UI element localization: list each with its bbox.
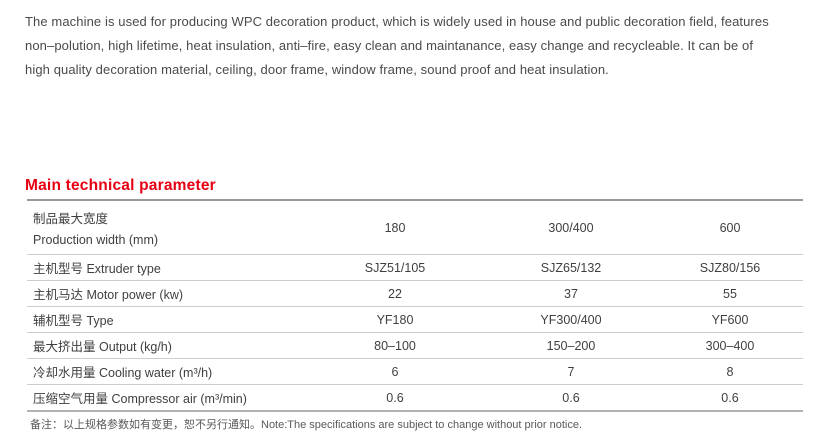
value-cell: SJZ65/132	[540, 260, 602, 275]
intro-line: high quality decoration material, ceilin…	[25, 62, 609, 77]
table-row: 主机型号 Extruder type SJZ51/105 SJZ65/132 S…	[27, 254, 803, 280]
row-label: 辅机型号 Type	[33, 314, 114, 328]
table-row: 主机马达 Motor power (kw) 22 37 55	[27, 280, 803, 306]
table-row: 压缩空气用量 Compressor air (m³/min) 0.6 0.6 0…	[27, 384, 803, 410]
row-label: 最大挤出量 Output (kg/h)	[33, 340, 172, 354]
value-cell: 6	[391, 364, 399, 379]
value-cell: 150–200	[546, 338, 596, 353]
value-cell: SJZ51/105	[364, 260, 426, 275]
value-cell: 7	[567, 364, 575, 379]
value-cell: YF180	[376, 312, 414, 327]
value-cell: 55	[723, 286, 737, 301]
row-label: 压缩空气用量 Compressor air (m³/min)	[33, 392, 247, 406]
intro-line: The machine is used for producing WPC de…	[25, 14, 769, 29]
row-label: 主机型号 Extruder type	[33, 262, 161, 276]
table-row: 制品最大宽度 Production width (mm) 180 300/400…	[27, 201, 803, 254]
intro-line: non–polution, high lifetime, heat insula…	[25, 38, 754, 53]
value-cell: YF600	[711, 312, 749, 327]
value-cell: 0.6	[562, 390, 580, 405]
value-cell: 0.6	[386, 390, 404, 405]
row-label: 冷却水用量 Cooling water (m³/h)	[33, 366, 213, 380]
intro-paragraph: The machine is used for producing WPC de…	[25, 10, 769, 82]
row-label: 制品最大宽度 Production width (mm)	[27, 201, 305, 254]
value-cell: 8	[726, 364, 734, 379]
row-label-cn: 制品最大宽度	[33, 212, 109, 226]
value-cell: 300–400	[705, 338, 755, 353]
value-cell: 22	[388, 286, 402, 301]
table-row: 最大挤出量 Output (kg/h) 80–100 150–200 300–4…	[27, 332, 803, 358]
table-row: 辅机型号 Type YF180 YF300/400 YF600	[27, 306, 803, 332]
value-cell: 300/400	[548, 220, 594, 235]
section-title: Main technical parameter	[25, 177, 216, 194]
value-cell: 600	[719, 220, 741, 235]
value-cell: SJZ80/156	[699, 260, 761, 275]
value-cell: 0.6	[721, 390, 739, 405]
footnote: 备注：以上规格参数如有变更，恕不另行通知。Note:The specificat…	[30, 419, 583, 431]
table-row: 冷却水用量 Cooling water (m³/h) 6 7 8	[27, 358, 803, 384]
spec-table: 制品最大宽度 Production width (mm) 180 300/400…	[27, 199, 803, 412]
value-cell: 37	[564, 286, 578, 301]
value-cell: 80–100	[374, 338, 416, 353]
value-cell: YF300/400	[540, 312, 602, 327]
row-label: 主机马达 Motor power (kw)	[33, 288, 184, 302]
row-label-en: Production width (mm)	[33, 233, 159, 247]
value-cell: 180	[384, 220, 406, 235]
